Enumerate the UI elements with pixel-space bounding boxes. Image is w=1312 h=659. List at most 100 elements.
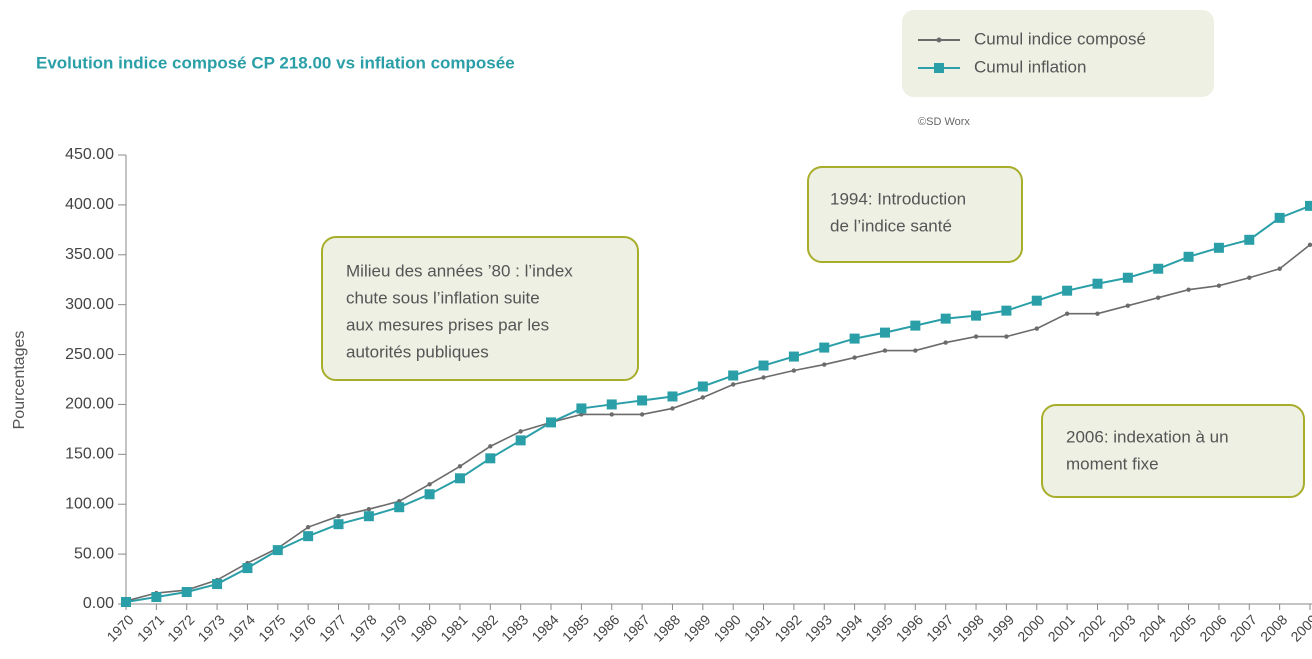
y-tick-label: 50.00 [74, 545, 114, 562]
marker [1247, 275, 1252, 280]
marker [121, 597, 131, 608]
x-tick-label: 2009 [1287, 611, 1312, 644]
y-axis-label: Pourcentages [11, 331, 28, 430]
marker [697, 381, 708, 392]
x-tick-label: 2003 [1105, 611, 1138, 644]
legend-box [902, 10, 1214, 97]
marker [1156, 295, 1161, 300]
x-tick-label: 2007 [1227, 611, 1260, 644]
marker [1186, 287, 1191, 292]
marker [761, 375, 766, 380]
marker [1277, 266, 1282, 271]
series-line [125, 204, 1311, 603]
marker [181, 587, 192, 598]
marker [1004, 334, 1009, 339]
marker [670, 406, 675, 411]
marker [1307, 242, 1312, 247]
annotation-text: 1994: Introduction [830, 189, 966, 208]
marker [515, 435, 526, 446]
marker [485, 453, 496, 464]
annotation-text: chute sous l’inflation suite [346, 288, 540, 307]
marker [1153, 263, 1164, 274]
y-tick-label: 350.00 [65, 246, 114, 263]
marker [336, 513, 341, 519]
marker [272, 545, 283, 556]
marker [212, 579, 223, 590]
legend-label: Cumul indice composé [974, 29, 1146, 48]
x-tick-label: 1981 [437, 611, 470, 644]
marker [1125, 303, 1131, 308]
y-tick-label: 100.00 [65, 495, 114, 512]
marker [576, 403, 587, 414]
marker [758, 360, 769, 371]
annotation-text: aux mesures prises par les [346, 315, 549, 334]
marker [882, 348, 888, 353]
marker [454, 473, 465, 484]
annotation-text: autorités publiques [346, 342, 489, 361]
x-tick-label: 1994 [832, 611, 865, 644]
marker [242, 563, 253, 574]
x-tick-label: 1984 [528, 611, 561, 644]
x-tick-label: 1971 [134, 611, 167, 644]
y-tick-label: 400.00 [65, 196, 114, 213]
marker [730, 382, 736, 387]
x-tick-label: 2002 [1075, 611, 1108, 644]
marker [394, 502, 405, 513]
marker [637, 395, 648, 406]
marker [303, 531, 314, 542]
x-tick-label: 2000 [1014, 611, 1047, 644]
marker [1001, 305, 1012, 316]
marker [1064, 311, 1070, 316]
marker [1062, 285, 1073, 296]
marker [822, 362, 827, 367]
x-tick-label: 1976 [286, 611, 319, 644]
marker [913, 348, 918, 353]
x-tick-label: 1975 [255, 611, 288, 644]
x-tick-label: 1996 [893, 611, 926, 644]
chart-title: Evolution indice composé CP 218.00 vs in… [36, 53, 515, 72]
marker [606, 399, 617, 410]
annotation-box [807, 166, 1023, 263]
x-tick-label: 1985 [559, 611, 592, 644]
x-tick-label: 1988 [650, 611, 683, 644]
x-tick-label: 1977 [316, 611, 349, 644]
marker [940, 313, 951, 324]
x-tick-label: 1980 [407, 611, 440, 644]
marker [1095, 311, 1100, 316]
marker [700, 395, 706, 400]
credit: ©SD Worx [918, 116, 970, 128]
annotation-text: de l’indice santé [830, 216, 952, 235]
x-tick-label: 1982 [468, 611, 501, 644]
x-tick-label: 1974 [225, 611, 258, 644]
marker [1122, 272, 1133, 283]
marker [1183, 251, 1194, 262]
marker [488, 444, 493, 449]
marker [791, 368, 797, 373]
x-tick-label: 1986 [589, 611, 622, 644]
x-tick-label: 1993 [802, 611, 835, 644]
marker [1213, 242, 1224, 253]
annotation-text: Milieu des années ’80 : l’index [346, 261, 573, 280]
marker [910, 320, 921, 331]
marker [1216, 283, 1222, 288]
annotation-text: moment fixe [1066, 454, 1159, 473]
marker [1031, 295, 1042, 306]
marker [852, 355, 857, 360]
marker [1274, 212, 1285, 223]
marker [305, 524, 311, 530]
marker [609, 412, 614, 417]
x-tick-label: 1989 [680, 611, 713, 644]
y-tick-label: 150.00 [65, 446, 114, 463]
annotation-box [1041, 404, 1305, 498]
marker [1092, 278, 1103, 289]
x-tick-label: 1978 [346, 611, 379, 644]
x-tick-label: 2008 [1257, 611, 1290, 644]
y-tick-label: 250.00 [65, 346, 114, 363]
marker [333, 519, 344, 530]
series-line [125, 244, 1311, 602]
x-tick-label: 2001 [1045, 611, 1078, 644]
y-tick-label: 200.00 [65, 396, 114, 413]
marker [943, 340, 948, 345]
marker [971, 310, 982, 321]
